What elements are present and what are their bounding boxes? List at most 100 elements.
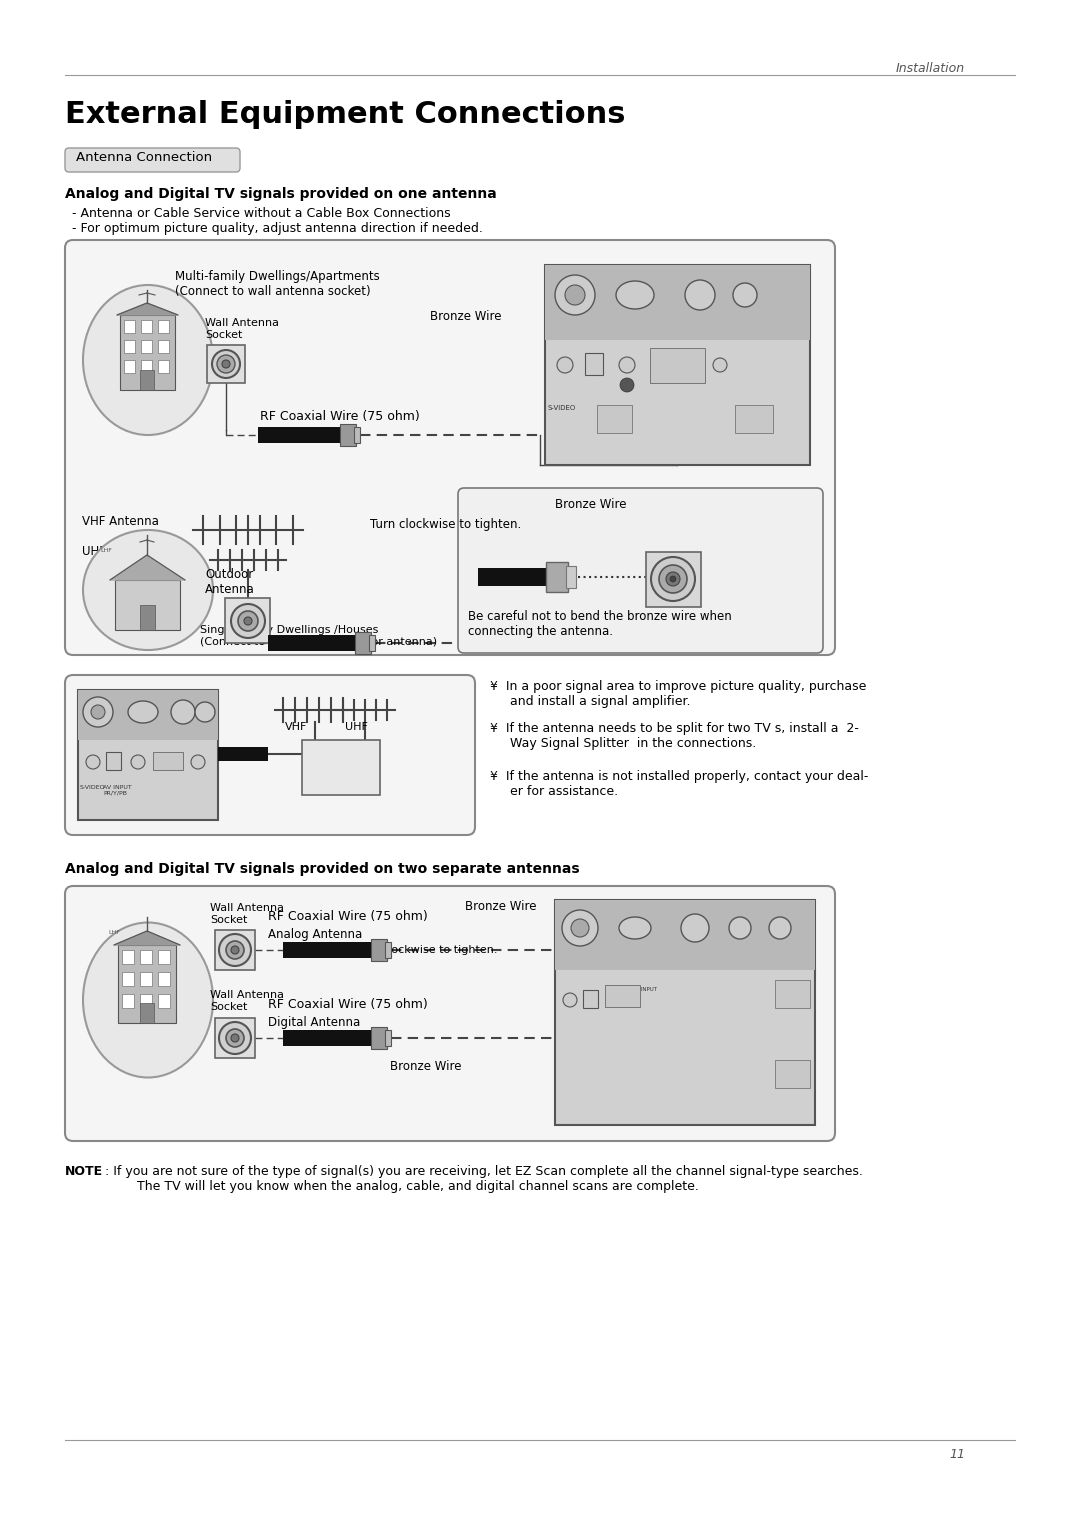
Circle shape — [562, 910, 598, 946]
Bar — [258, 427, 343, 442]
Bar — [158, 340, 168, 352]
Bar — [158, 950, 170, 964]
Text: Turn clockwise to tighten.: Turn clockwise to tighten. — [370, 518, 522, 531]
Text: 11: 11 — [949, 1449, 966, 1461]
Circle shape — [620, 378, 634, 392]
Bar — [218, 747, 268, 761]
Bar — [605, 985, 640, 1006]
Text: AV INPUT
PR/Y/PB: AV INPUT PR/Y/PB — [103, 785, 132, 796]
Circle shape — [231, 1034, 239, 1042]
Bar — [478, 567, 548, 586]
Text: Turn clockwise to tighten.: Turn clockwise to tighten. — [355, 946, 498, 955]
FancyBboxPatch shape — [65, 676, 475, 836]
Text: TV INPUT
1(NO): TV INPUT 1(NO) — [777, 982, 805, 993]
Text: Outdoor
Antenna: Outdoor Antenna — [205, 567, 255, 596]
Bar — [735, 406, 773, 433]
Polygon shape — [114, 930, 180, 946]
Ellipse shape — [619, 917, 651, 939]
Bar — [140, 371, 154, 390]
Ellipse shape — [83, 285, 213, 435]
Circle shape — [219, 1022, 251, 1054]
Bar — [354, 427, 360, 442]
Text: Signal
Amplifier: Signal Amplifier — [308, 752, 355, 773]
Text: S-VIDEO: S-VIDEO — [80, 785, 106, 790]
Bar — [585, 352, 603, 375]
Text: LHF: LHF — [108, 930, 120, 935]
Text: VHF Antenna: VHF Antenna — [82, 515, 159, 528]
Circle shape — [685, 281, 715, 310]
Bar — [78, 689, 218, 820]
Bar — [283, 1029, 373, 1046]
Bar — [120, 316, 175, 390]
Bar — [124, 320, 135, 332]
Circle shape — [729, 917, 751, 939]
Text: Antenna 2
(75Ω): Antenna 2 (75Ω) — [737, 407, 769, 418]
Text: Single-family Dwellings /Houses
(Connect to wall jack for outdoor antenna): Single-family Dwellings /Houses (Connect… — [200, 625, 437, 647]
Circle shape — [226, 941, 244, 959]
Bar — [140, 1003, 154, 1023]
Text: Antenna 1
(75Ω): Antenna 1 (75Ω) — [154, 755, 183, 766]
Text: DVI INPUT
PD/DTV INPUT: DVI INPUT PD/DTV INPUT — [652, 352, 697, 363]
FancyBboxPatch shape — [65, 148, 240, 172]
Text: Analog and Digital TV signals provided on two separate antennas: Analog and Digital TV signals provided o… — [65, 862, 580, 875]
Bar — [555, 900, 815, 970]
Bar — [124, 340, 135, 352]
Bar — [566, 566, 576, 589]
Bar — [372, 1026, 387, 1049]
FancyBboxPatch shape — [65, 886, 835, 1141]
Circle shape — [666, 572, 680, 586]
Bar — [158, 360, 168, 374]
Circle shape — [555, 274, 595, 316]
Circle shape — [226, 1029, 244, 1048]
Text: S-VIDEO  AV INPUT
PR/Y/PB: S-VIDEO AV INPUT PR/Y/PB — [606, 987, 657, 997]
Text: Bronze Wire: Bronze Wire — [465, 900, 537, 913]
Bar — [369, 634, 375, 651]
Circle shape — [571, 920, 589, 936]
Text: Analog Antenna: Analog Antenna — [268, 929, 362, 941]
Text: ¥  If the antenna is not installed properly, contact your deal-
     er for assi: ¥ If the antenna is not installed proper… — [490, 770, 868, 798]
Circle shape — [86, 755, 100, 769]
Circle shape — [83, 697, 113, 727]
Circle shape — [195, 702, 215, 721]
Circle shape — [219, 933, 251, 965]
Circle shape — [91, 705, 105, 718]
Text: RF Coaxial Wire (75 ohm): RF Coaxial Wire (75 ohm) — [260, 410, 420, 422]
Bar — [140, 971, 152, 987]
Bar — [340, 424, 356, 445]
Bar — [646, 552, 701, 607]
Text: Bronze Wire: Bronze Wire — [555, 499, 626, 511]
Ellipse shape — [616, 281, 654, 310]
Circle shape — [619, 357, 635, 374]
Text: NOTE: NOTE — [65, 1165, 103, 1177]
Ellipse shape — [129, 702, 158, 723]
Bar — [355, 631, 372, 654]
Bar — [122, 950, 134, 964]
Bar — [122, 994, 134, 1008]
Bar — [141, 340, 152, 352]
Bar — [218, 747, 268, 761]
Text: VHF: VHF — [285, 721, 308, 732]
Bar — [597, 406, 632, 433]
Bar — [545, 265, 810, 340]
Text: Be careful not to bend the bronze wire when
connecting the antenna.: Be careful not to bend the bronze wire w… — [468, 610, 732, 637]
Bar — [124, 360, 135, 374]
Text: Analog and Digital TV signals provided on one antenna: Analog and Digital TV signals provided o… — [65, 188, 497, 201]
Circle shape — [131, 755, 145, 769]
Bar — [140, 994, 152, 1008]
Text: : If you are not sure of the type of signal(s) you are receiving, let EZ Scan co: : If you are not sure of the type of sig… — [105, 1165, 863, 1193]
Bar — [384, 942, 391, 958]
Circle shape — [244, 618, 252, 625]
Text: LHF: LHF — [100, 547, 112, 554]
Circle shape — [212, 351, 240, 378]
Text: Antenna Connection: Antenna Connection — [76, 151, 212, 165]
Text: ¥  If the antenna needs to be split for two TV s, install a  2-
     Way Signal : ¥ If the antenna needs to be split for t… — [490, 721, 859, 750]
Text: Digital Antenna: Digital Antenna — [268, 1016, 361, 1029]
Text: UHF: UHF — [345, 721, 368, 732]
Text: UHF Antenna: UHF Antenna — [82, 544, 160, 558]
Text: - For optimum picture quality, adjust antenna direction if needed.: - For optimum picture quality, adjust an… — [72, 223, 483, 235]
Bar — [268, 634, 357, 651]
Circle shape — [222, 360, 230, 368]
Text: RF Coaxial Wire (75 ohm): RF Coaxial Wire (75 ohm) — [268, 997, 428, 1011]
Bar — [650, 348, 705, 383]
Text: Installation: Installation — [896, 63, 966, 75]
